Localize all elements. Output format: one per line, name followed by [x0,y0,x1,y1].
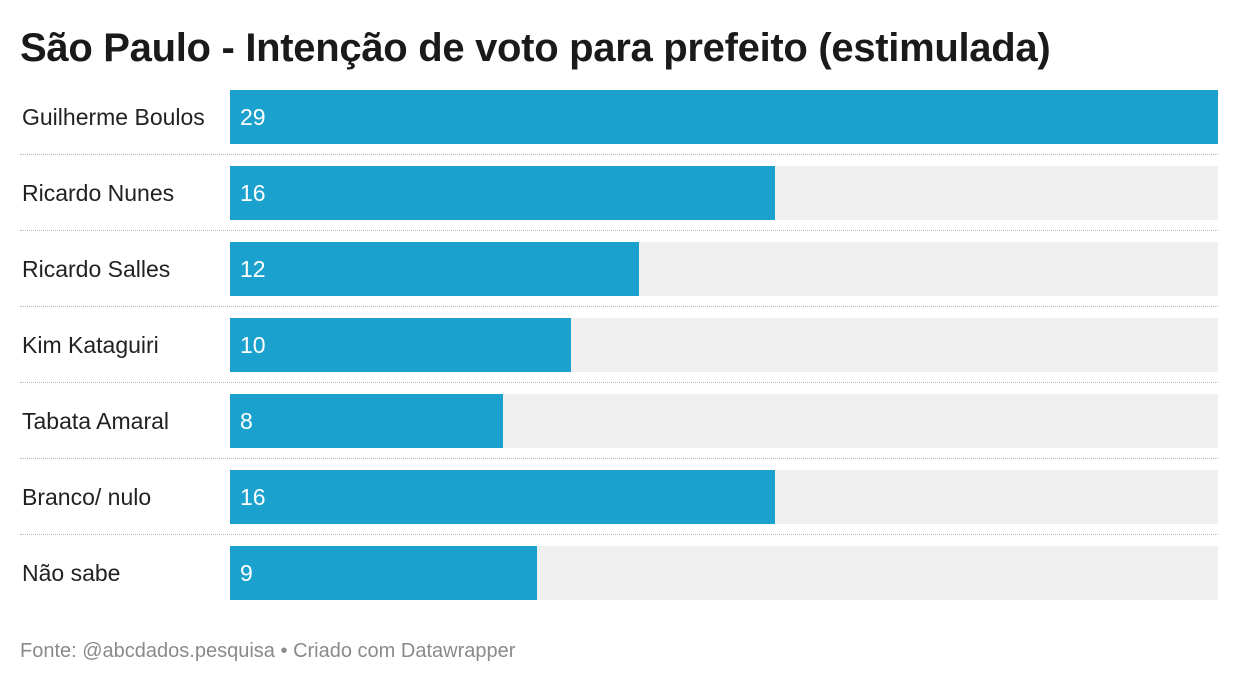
bar [230,546,537,600]
bar-value-label: 10 [240,332,266,358]
category-label: Tabata Amaral [22,408,170,434]
bar-track: 10 [230,318,1218,372]
bar-track: 29 [230,90,1218,144]
datawrapper-credit-link[interactable]: Criado com Datawrapper [293,640,516,662]
bar-chart: Guilherme Boulos 29 Ricardo Nunes 16 Ricardo… [20,90,1218,622]
row-divider [20,458,1218,459]
bar-track: 8 [230,394,1218,448]
bar-track: 16 [230,470,1218,524]
source-note: Fonte: @abcdados.pesquisa [20,640,275,662]
category-label: Branco/ nulo [22,484,152,510]
bar-value-label: 16 [240,180,266,206]
bar [230,90,1218,144]
row-divider [20,306,1218,307]
category-label: Ricardo Salles [22,256,171,282]
bar [230,318,571,372]
bar-value-label: 16 [240,484,266,510]
category-label: Kim Kataguiri [22,332,159,358]
chart-row: Branco/ nulo 16 [20,470,1218,546]
bar [230,394,503,448]
bar-value-label: 9 [240,560,253,586]
row-divider [20,154,1218,155]
bar [230,242,639,296]
bar-track: 9 [230,546,1218,600]
chart-title: São Paulo - Intenção de voto para prefei… [20,26,1051,70]
chart-row: Kim Kataguiri 10 [20,318,1218,394]
chart-row: Ricardo Nunes 16 [20,166,1218,242]
row-divider [20,230,1218,231]
bar [230,470,776,524]
bar-value-label: 12 [240,256,266,282]
row-divider [20,382,1218,383]
footer-separator: • [280,640,288,662]
bar-value-label: 29 [240,104,266,130]
chart-row: Não sabe 9 [20,546,1218,622]
category-label: Guilherme Boulos [22,104,205,130]
row-divider [20,534,1218,535]
bar [230,166,776,220]
chart-footer: Fonte: @abcdados.pesquisa • Criado com D… [20,640,515,663]
category-label: Não sabe [22,560,121,586]
bar-track: 12 [230,242,1218,296]
chart-row: Ricardo Salles 12 [20,242,1218,318]
category-label: Ricardo Nunes [22,180,175,206]
chart-row: Guilherme Boulos 29 [20,90,1218,166]
bar-value-label: 8 [240,408,253,434]
bar-track: 16 [230,166,1218,220]
chart-row: Tabata Amaral 8 [20,394,1218,470]
